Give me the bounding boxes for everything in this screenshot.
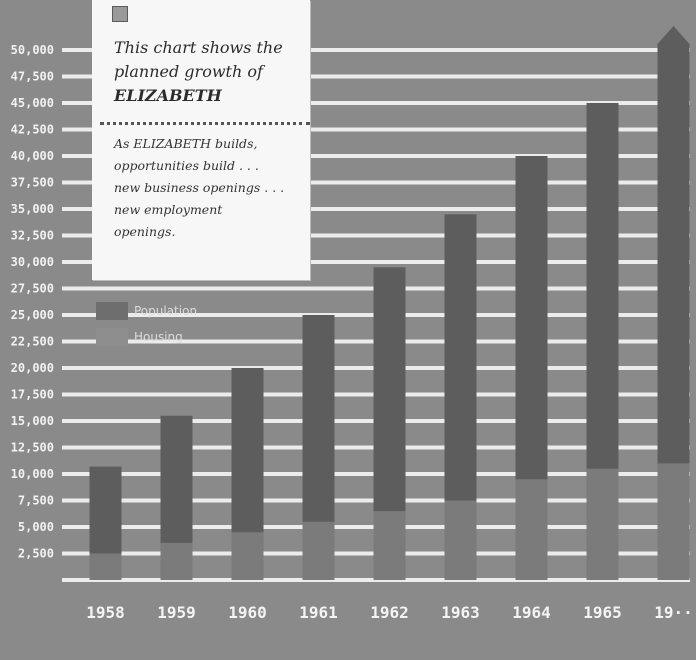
y-tick-label-8: 30,000 xyxy=(11,255,54,269)
y-tick-label-13: 17,500 xyxy=(11,388,54,402)
housing-bar-1962 xyxy=(373,511,406,580)
housing-bar-19·· xyxy=(657,463,690,580)
y-tick-label-7: 32,500 xyxy=(11,229,54,243)
callout-body-line-4: new employment xyxy=(114,202,223,217)
callout-title-line-2: planned growth of xyxy=(114,62,263,81)
x-tick-label-1959: 1959 xyxy=(157,603,196,622)
x-tick-label-1960: 1960 xyxy=(228,603,267,622)
housing-bar-1961 xyxy=(302,521,335,580)
population-bar-19·· xyxy=(657,26,690,580)
info-callout-box: This chart shows the planned growth of E… xyxy=(92,0,310,280)
housing-bar-1964 xyxy=(515,479,548,580)
y-tick-label-16: 10,000 xyxy=(11,467,54,481)
housing-bar-1958 xyxy=(89,553,122,580)
callout-title: This chart shows the planned growth of E… xyxy=(114,36,300,108)
y-axis-ticks: 50,000 47,500 45,000 42,500 40,000 37,500 35,0… xyxy=(11,43,54,561)
legend-swatch-housing xyxy=(96,328,128,346)
callout-body-line-2: opportunities build . . . xyxy=(114,158,259,173)
x-axis-ticks: 1958 1959 1960 1961 1962 1963 1964 1965 19·· xyxy=(86,603,693,622)
x-tick-label-1958: 1958 xyxy=(86,603,125,622)
y-tick-label-11: 22,500 xyxy=(11,335,54,349)
callout-body-line-3: new business openings . . . xyxy=(114,180,285,195)
callout-body: As ELIZABETH builds, opportunities build… xyxy=(114,133,300,243)
y-tick-label-4: 40,000 xyxy=(11,149,54,163)
y-tick-label-0: 50,000 xyxy=(11,43,54,57)
y-tick-label-6: 35,000 xyxy=(11,202,54,216)
x-tick-label-1963: 1963 xyxy=(441,603,480,622)
x-tick-label-1962: 1962 xyxy=(370,603,409,622)
callout-title-emphasis: ELIZABETH xyxy=(114,86,222,105)
x-tick-label-1964: 1964 xyxy=(512,603,551,622)
legend-label-housing: Housing xyxy=(134,330,183,344)
housing-bar-1965 xyxy=(586,468,619,580)
callout-body-line-5: openings. xyxy=(114,224,176,239)
y-tick-label-14: 15,000 xyxy=(11,414,54,428)
y-tick-label-5: 37,500 xyxy=(11,176,54,190)
y-tick-label-3: 42,500 xyxy=(11,123,54,137)
legend-swatch-population xyxy=(96,302,128,320)
y-tick-label-15: 12,500 xyxy=(11,441,54,455)
y-tick-label-12: 20,000 xyxy=(11,361,54,375)
housing-bar-1963 xyxy=(444,500,477,580)
y-tick-label-2: 45,000 xyxy=(11,96,54,110)
x-tick-label-19··: 19·· xyxy=(654,603,693,622)
callout-title-line-1: This chart shows the xyxy=(114,38,283,57)
dotted-divider xyxy=(100,122,310,125)
y-tick-label-19: 2,500 xyxy=(18,547,54,561)
callout-body-line-1: As ELIZABETH builds, xyxy=(114,136,258,151)
square-bullet-icon xyxy=(112,6,128,22)
y-tick-label-17: 7,500 xyxy=(18,494,54,508)
bars xyxy=(89,26,690,581)
housing-bar-1960 xyxy=(231,532,264,580)
housing-bar-1959 xyxy=(160,542,193,580)
y-tick-label-10: 25,000 xyxy=(11,308,54,322)
x-tick-label-1961: 1961 xyxy=(299,603,338,622)
legend-label-population: Population xyxy=(134,304,197,318)
legend: Population Housing xyxy=(96,302,197,346)
x-tick-label-1965: 1965 xyxy=(583,603,622,622)
y-tick-label-1: 47,500 xyxy=(11,70,54,84)
y-tick-label-18: 5,000 xyxy=(18,520,54,534)
y-tick-label-9: 27,500 xyxy=(11,282,54,296)
